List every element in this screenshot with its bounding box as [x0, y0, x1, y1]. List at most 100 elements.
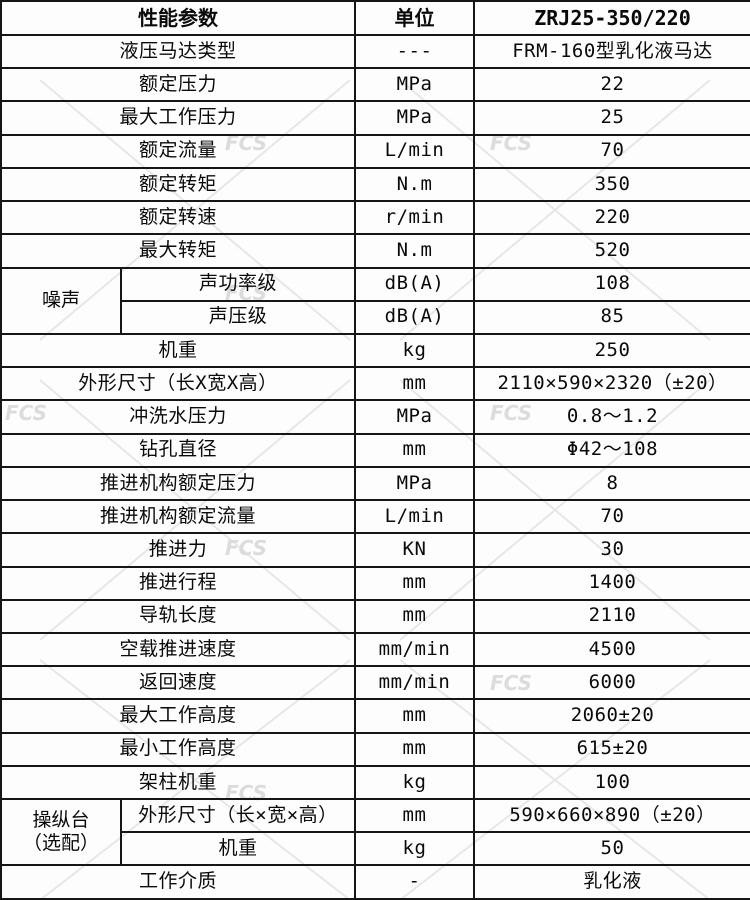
parameter-unit: L/min — [354, 133, 475, 169]
parameter-value: FRM-160型乳化液马达 — [473, 33, 750, 70]
parameter-unit: mm/min — [354, 631, 475, 668]
parameter-name: 导轨长度 — [0, 598, 356, 634]
parameter-unit: mm — [354, 598, 475, 634]
parameter-unit: L/min — [354, 499, 475, 535]
parameter-name: 机重 — [0, 332, 356, 369]
parameter-value: 520 — [473, 233, 750, 269]
parameter-value: 250 — [473, 332, 750, 369]
table-row: 外形尺寸（长X宽X高） mm 2110×590×2320（±20） — [0, 366, 750, 402]
table-row: 液压马达类型 --- FRM-160型乳化液马达 — [0, 33, 750, 70]
parameter-name: 冲洗水压力 — [0, 399, 356, 435]
table-row: 额定压力 MPa 22 — [0, 67, 750, 103]
parameter-value: 0.8～1.2 — [473, 399, 750, 435]
parameter-unit: mm — [354, 731, 475, 767]
parameter-unit: dB(A) — [354, 299, 475, 335]
table-row: 导轨长度 mm 2110 — [0, 598, 750, 634]
table-row: 推进力 KN 30 — [0, 532, 750, 568]
parameter-name: 液压马达类型 — [0, 33, 356, 70]
parameter-value: 70 — [473, 499, 750, 535]
parameter-name: 返回速度 — [0, 665, 356, 701]
parameter-name: 架柱机重 — [0, 764, 356, 801]
parameter-value: 2110×590×2320（±20） — [473, 366, 750, 402]
table-row: 噪声 声功率级 dB(A) 108 — [0, 266, 750, 335]
table-row: 冲洗水压力 MPa 0.8～1.2 — [0, 399, 750, 435]
parameter-name: 最大转矩 — [0, 233, 356, 269]
parameter-name: 声压级 — [120, 299, 356, 335]
parameter-unit: mm — [354, 565, 475, 601]
parameter-value: 2110 — [473, 598, 750, 634]
table-row: 返回速度 mm/min 6000 — [0, 665, 750, 701]
parameter-name: 空载推进速度 — [0, 631, 356, 668]
parameter-value: 615±20 — [473, 731, 750, 767]
parameter-name: 额定压力 — [0, 67, 356, 103]
table-row: 最小工作高度 mm 615±20 — [0, 731, 750, 767]
col-header-model: ZRJ25-350/220 — [473, 0, 750, 36]
parameter-name: 最大工作压力 — [0, 100, 356, 136]
parameter-name: 额定转速 — [0, 200, 356, 236]
parameter-value: 350 — [473, 166, 750, 203]
parameter-unit: - — [354, 864, 475, 900]
parameter-value: 85 — [473, 299, 750, 335]
table-row: 工作介质 - 乳化液 — [0, 864, 750, 900]
parameter-name: 外形尺寸（长X宽X高） — [0, 366, 356, 402]
parameter-name: 声功率级 — [120, 266, 356, 302]
parameter-unit: kg — [354, 831, 475, 867]
table-header-row: 性能参数 单位 ZRJ25-350/220 — [0, 0, 750, 36]
parameter-value: 1400 — [473, 565, 750, 601]
parameter-value: 8 — [473, 465, 750, 502]
parameter-value: 乳化液 — [473, 864, 750, 900]
table-row: 推进机构额定压力 MPa 8 — [0, 465, 750, 502]
parameter-unit: mm — [354, 432, 475, 468]
col-header-parameter: 性能参数 — [0, 0, 356, 36]
parameter-value: 50 — [473, 831, 750, 867]
parameter-name: 额定流量 — [0, 133, 356, 169]
parameter-value: 590×660×890（±20） — [473, 798, 750, 834]
parameter-value: 220 — [473, 200, 750, 236]
table-row: 最大工作压力 MPa 25 — [0, 100, 750, 136]
row-group-label: 噪声 — [0, 266, 122, 335]
parameter-name: 推进力 — [0, 532, 356, 568]
parameter-unit: MPa — [354, 67, 475, 103]
col-header-unit: 单位 — [354, 0, 475, 36]
parameter-unit: MPa — [354, 399, 475, 435]
parameter-name: 钻孔直径 — [0, 432, 356, 468]
table-row: 钻孔直径 mm Φ42～108 — [0, 432, 750, 468]
parameter-name: 最大工作高度 — [0, 698, 356, 734]
parameter-unit: N.m — [354, 233, 475, 269]
parameter-unit: KN — [354, 532, 475, 568]
parameter-name: 最小工作高度 — [0, 731, 356, 767]
parameter-unit: mm — [354, 366, 475, 402]
table-row: 推进机构额定流量 L/min 70 — [0, 499, 750, 535]
table-row: 推进行程 mm 1400 — [0, 565, 750, 601]
parameter-value: 100 — [473, 764, 750, 801]
parameter-unit: kg — [354, 764, 475, 801]
parameter-unit: dB(A) — [354, 266, 475, 302]
table-row: 机重 kg 250 — [0, 332, 750, 369]
table-row: 最大转矩 N.m 520 — [0, 233, 750, 269]
table-row: 最大工作高度 mm 2060±20 — [0, 698, 750, 734]
table-row: 额定转矩 N.m 350 — [0, 166, 750, 203]
table-row: 额定流量 L/min 70 — [0, 133, 750, 169]
table-row: 额定转速 r/min 220 — [0, 200, 750, 236]
parameter-value: 70 — [473, 133, 750, 169]
parameter-value: Φ42～108 — [473, 432, 750, 468]
parameter-value: 25 — [473, 100, 750, 136]
parameter-name: 额定转矩 — [0, 166, 356, 203]
parameter-unit: N.m — [354, 166, 475, 203]
table-row: 空载推进速度 mm/min 4500 — [0, 631, 750, 668]
parameter-name: 外形尺寸（长×宽×高） — [120, 798, 356, 834]
parameter-name: 推进行程 — [0, 565, 356, 601]
parameter-unit: mm — [354, 798, 475, 834]
row-group-label: 操纵台 （选配） — [0, 798, 122, 867]
parameter-name: 机重 — [120, 831, 356, 867]
parameter-unit: MPa — [354, 100, 475, 136]
parameter-name: 推进机构额定压力 — [0, 465, 356, 502]
parameter-unit: r/min — [354, 200, 475, 236]
parameter-unit: mm — [354, 698, 475, 734]
parameter-value: 30 — [473, 532, 750, 568]
parameter-name: 工作介质 — [0, 864, 356, 900]
table-row: 操纵台 （选配） 外形尺寸（长×宽×高） mm 590×660×890（±20） — [0, 798, 750, 867]
parameter-value: 22 — [473, 67, 750, 103]
